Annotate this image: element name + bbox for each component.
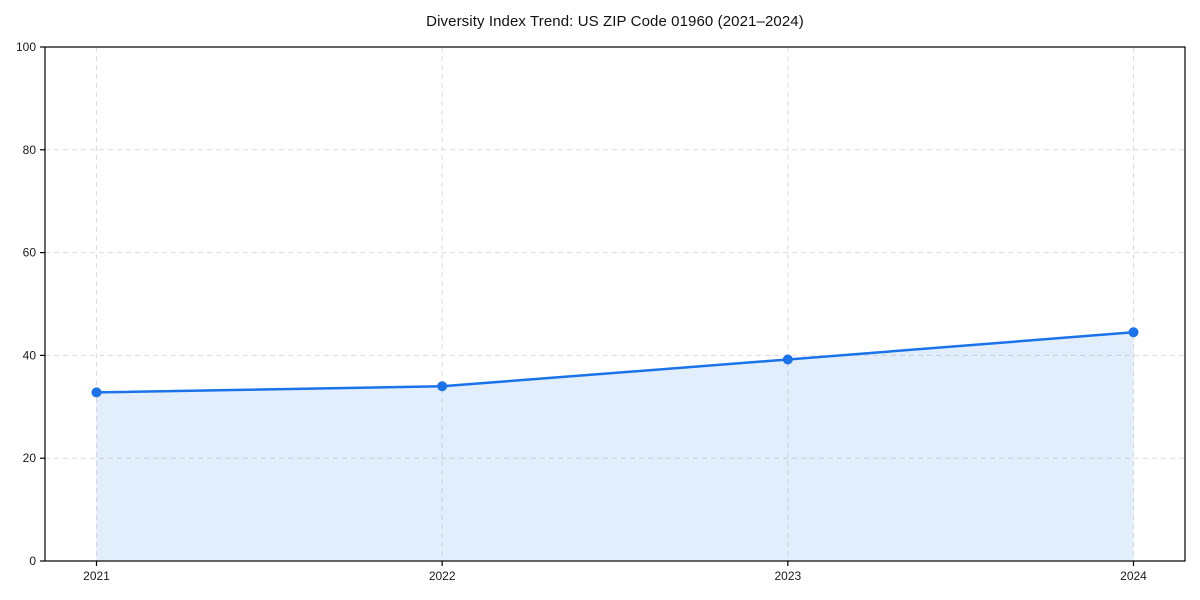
x-tick-label: 2021	[83, 569, 110, 583]
x-tick-label: 2022	[429, 569, 456, 583]
y-tick-label: 100	[16, 40, 36, 54]
trend-line	[95, 331, 1135, 394]
chart-title: Diversity Index Trend: US ZIP Code 01960…	[426, 13, 804, 30]
y-tick-label: 60	[23, 246, 37, 260]
axes: 0 20 40 60 80 100 2021 2022 2023 2024	[16, 40, 1147, 583]
area-fill	[96, 332, 1134, 561]
data-point	[437, 381, 448, 392]
data-point	[1128, 327, 1139, 338]
y-tick-label: 40	[23, 348, 37, 362]
y-tick-label: 0	[29, 554, 36, 568]
plot-border	[44, 46, 1186, 562]
data-point	[782, 354, 793, 365]
x-tick-label: 2023	[774, 569, 801, 583]
x-tick-label: 2024	[1120, 569, 1147, 583]
y-tick-label: 20	[23, 451, 37, 465]
y-tick-label: 80	[23, 143, 37, 157]
data-point	[91, 387, 102, 398]
